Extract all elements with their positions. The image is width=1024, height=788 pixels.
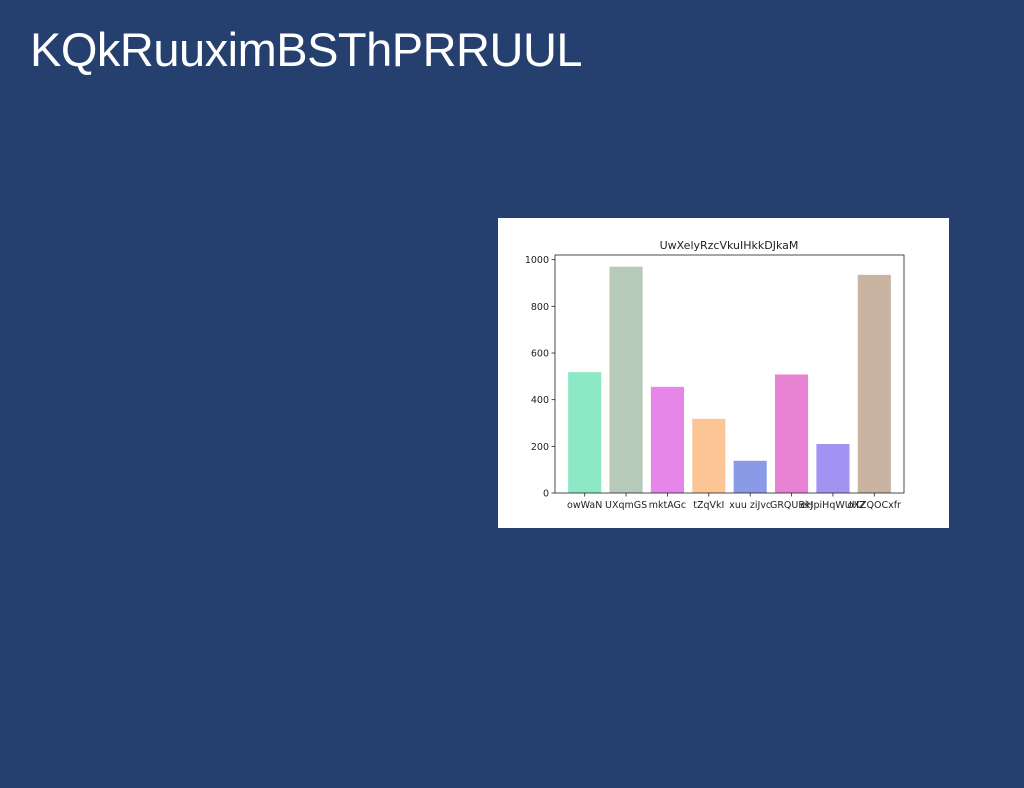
bar-3 bbox=[692, 418, 726, 493]
x-tick-label: UXqmGS bbox=[605, 500, 647, 511]
bar-chart: UwXelyRzcVkuIHkkDJkaM owWaN UXqmGS mktAGc t… bbox=[525, 239, 905, 511]
y-tick-label: 200 bbox=[531, 442, 549, 453]
axes-layer: owWaN UXqmGS mktAGc tZqVkI xuu ziJvcGRQUBkJe… bbox=[525, 254, 905, 511]
y-tick-label: 800 bbox=[531, 302, 549, 313]
x-tick-label: owWaN bbox=[567, 500, 602, 511]
bar-4 bbox=[733, 460, 767, 493]
plot-frame bbox=[554, 254, 905, 494]
y-tick-label: 1000 bbox=[525, 255, 549, 266]
x-tick-label: tZqVkI bbox=[693, 500, 724, 511]
chart-title: UwXelyRzcVkuIHkkDJkaM bbox=[660, 239, 799, 252]
bar-6 bbox=[816, 444, 850, 493]
bar-1 bbox=[609, 266, 643, 493]
y-tick-label: 400 bbox=[531, 395, 549, 406]
bar-5 bbox=[775, 374, 809, 493]
x-tick-label: oXZQOCxfr bbox=[848, 500, 901, 511]
x-tick-label: GRQUBkJ bbox=[770, 500, 813, 511]
x-tick-label: eHpiHqWUHZ bbox=[801, 500, 866, 511]
bar-0 bbox=[568, 372, 602, 493]
x-tick-label: xuu ziJvc bbox=[729, 500, 771, 511]
chart-card: UwXelyRzcVkuIHkkDJkaM owWaN UXqmGS mktAGc t… bbox=[498, 218, 949, 528]
bars-layer bbox=[568, 266, 891, 493]
bar-2 bbox=[650, 386, 684, 493]
y-tick-label: 600 bbox=[531, 349, 549, 360]
x-tick-label: mktAGc bbox=[649, 500, 686, 511]
page-title: KQkRuuximBSThPRRUUL bbox=[30, 23, 583, 76]
bar-7 bbox=[857, 274, 891, 493]
y-tick-label: 0 bbox=[543, 489, 549, 500]
